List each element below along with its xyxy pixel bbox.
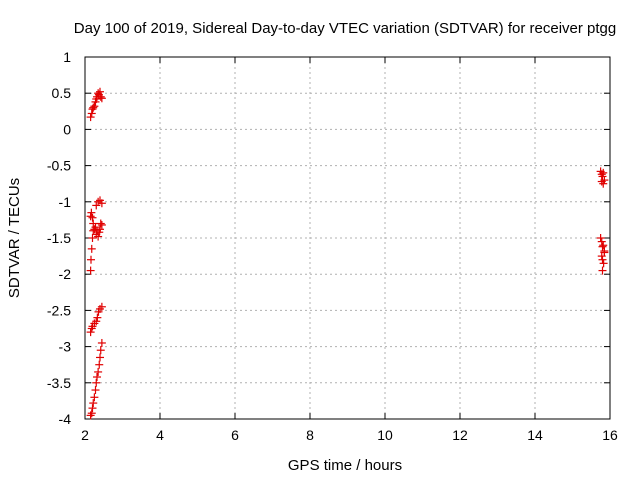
data-point: [598, 266, 607, 275]
data-point: [87, 244, 96, 253]
y-axis-label: SDTVAR / TECUs: [6, 178, 23, 298]
series-track-d: [86, 302, 106, 337]
x-tick-label: 16: [602, 427, 618, 443]
data-point: [599, 179, 608, 188]
data-point: [96, 346, 105, 355]
series-track-c: [86, 226, 98, 275]
data-point: [97, 199, 106, 208]
data-points: [86, 87, 609, 420]
x-tick-label: 2: [81, 427, 89, 443]
x-tick-label: 14: [527, 427, 543, 443]
data-point: [92, 378, 101, 387]
y-tick-labels: 1 0.5 0 -0.5 -1 -1.5 -2 -2.5 -3 -3.5 -4: [47, 49, 71, 427]
series-track-a: [86, 87, 106, 122]
data-point: [87, 208, 96, 217]
data-point: [87, 255, 95, 264]
data-point: [89, 103, 98, 112]
data-point: [90, 393, 99, 402]
data-point: [87, 409, 96, 418]
data-point: [86, 328, 95, 337]
data-point: [600, 248, 609, 257]
series-track-g: [596, 234, 609, 275]
x-tick-label: 8: [306, 427, 314, 443]
chart-title: Day 100 of 2019, Sidereal Day-to-day VTE…: [74, 20, 616, 37]
data-point: [597, 237, 606, 246]
x-axis-label: GPS time / hours: [288, 457, 402, 474]
y-tick-label: 0: [63, 121, 71, 137]
data-point: [96, 92, 105, 101]
data-point: [96, 87, 104, 96]
data-point: [93, 373, 101, 382]
data-point: [92, 317, 101, 326]
data-point: [596, 234, 605, 242]
data-point: [86, 113, 95, 122]
data-point: [88, 404, 97, 413]
data-point: [97, 338, 106, 347]
x-tick-label: 6: [231, 427, 239, 443]
y-tick-label: -3: [59, 339, 72, 355]
y-tick-label: -2: [59, 266, 72, 282]
data-point: [90, 102, 99, 111]
data-point: [599, 259, 608, 268]
data-point: [93, 313, 102, 322]
data-point: [599, 241, 608, 250]
data-point: [86, 266, 95, 275]
series-track-f: [596, 167, 609, 188]
y-tick-label: -3.5: [47, 375, 71, 391]
data-point: [95, 360, 104, 369]
data-point: [88, 234, 97, 242]
y-tick-label: 0.5: [52, 85, 72, 101]
data-point: [94, 367, 103, 376]
data-point: [598, 172, 607, 181]
data-point: [94, 232, 103, 241]
data-point: [89, 226, 98, 235]
data-point: [598, 255, 607, 264]
axis-ticks: [84, 56, 611, 420]
x-tick-label: 12: [452, 427, 468, 443]
data-point: [89, 399, 98, 408]
x-tick-label: 4: [156, 427, 164, 443]
y-tick-label: -4: [59, 411, 72, 427]
y-tick-label: -0.5: [47, 158, 71, 174]
x-tick-label: 10: [377, 427, 393, 443]
data-point: [598, 242, 607, 251]
y-tick-label: -1.5: [47, 230, 71, 246]
y-tick-label: 1: [63, 49, 71, 65]
x-tick-labels: 2 4 6 8 10 12 14 16: [81, 427, 618, 443]
series-track-e: [86, 338, 106, 420]
data-point: [88, 213, 97, 222]
data-point: [96, 353, 104, 362]
data-point: [92, 201, 101, 210]
data-point: [96, 225, 104, 234]
data-point: [97, 94, 106, 103]
data-point: [87, 109, 96, 118]
grid-lines: [85, 57, 610, 419]
y-tick-label: -2.5: [47, 302, 71, 318]
data-point: [96, 219, 105, 228]
data-point: [86, 411, 95, 420]
series-track-b: [86, 196, 106, 241]
data-point: [86, 212, 95, 221]
data-point: [94, 197, 103, 206]
data-point: [91, 386, 100, 395]
data-point: [97, 220, 106, 229]
data-point: [599, 168, 608, 177]
data-point: [97, 302, 106, 311]
y-tick-label: -1: [59, 194, 72, 210]
